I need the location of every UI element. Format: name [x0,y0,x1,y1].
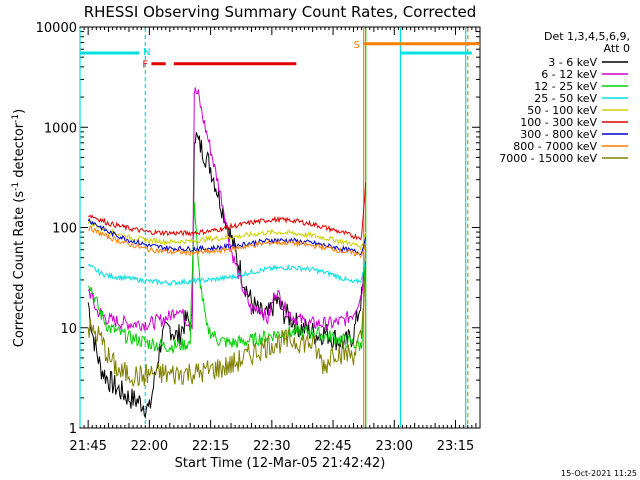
legend-entry-label: 800 - 7000 keV [513,140,597,153]
flag-label-f: F [142,60,148,71]
series-lines [87,87,367,420]
legend-entry-label: 100 - 300 keV [520,116,597,129]
series-line [87,219,367,251]
x-tick-label: 23:15 [437,439,474,454]
legend-entry-label: 3 - 6 keV [548,56,597,69]
y-tick-label: 1 [69,422,77,437]
x-tick-label: 23:00 [376,439,413,454]
chart-title: RHESSI Observing Summary Count Rates, Co… [84,3,477,21]
series-line [88,182,367,241]
legend-entry-label: 50 - 100 keV [527,104,597,117]
series-line [87,217,367,256]
flag-label-n: N [143,47,150,58]
y-tick-label: 100 [52,222,77,237]
y-axis-label-part: detector [12,122,27,182]
x-axis: 21:45 22:00 22:15 22:30 22:45 23:00 23:15 [69,27,481,454]
flag-bars: NF S [80,40,480,71]
legend-entry-label: 25 - 50 keV [534,92,597,105]
legend-entry-label: 12 - 25 keV [534,80,597,93]
y-axis-label-part: ) [12,109,27,114]
x-tick-label: 22:30 [253,439,290,454]
series-line [87,87,367,332]
y-axis-label-sup: -1 [11,182,21,191]
x-tick-label: 22:15 [192,439,229,454]
x-tick-label: 22:45 [314,439,351,454]
y-axis-label-sup: -1 [11,114,21,123]
legend-title: Det 1,3,4,5,6,9, [544,30,630,43]
y-tick-label: 10000 [36,21,77,36]
y-axis-label: Corrected Count Rate (s-1 detector-1) [11,109,27,347]
y-tick-label: 10 [60,322,77,337]
series-line [87,267,367,387]
y-axis: 1 10 100 1000 10000 [36,21,480,437]
x-tick-label: 21:45 [69,439,106,454]
legend-entry-label: 6 - 12 keV [541,68,597,81]
y-tick-label: 1000 [44,121,77,136]
y-axis-label-part: Corrected Count Rate (s [12,191,27,348]
footer-date: 15-Oct-2021 11:25 [561,469,637,478]
series-line [87,201,367,354]
x-axis-label: Start Time (12-Mar-05 21:42:42) [175,456,386,471]
legend-entry-label: 300 - 800 keV [520,128,597,141]
series-line [87,257,367,287]
state-markers [79,28,469,427]
series-line [87,225,367,259]
legend-title: Att 0 [604,42,630,55]
flag-label-s: S [354,40,360,51]
x-tick-label: 22:00 [131,439,168,454]
legend-entry-label: 7000 - 15000 keV [499,152,597,165]
